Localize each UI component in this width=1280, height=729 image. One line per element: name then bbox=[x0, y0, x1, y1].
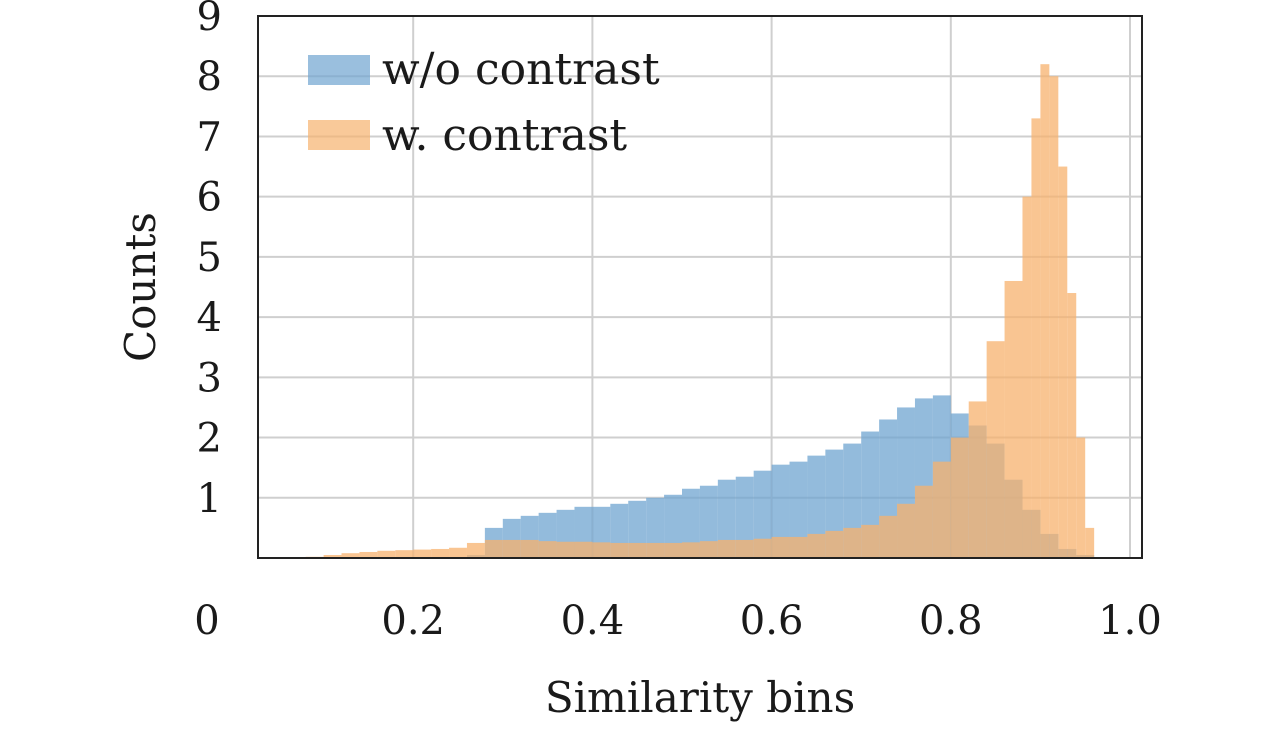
histogram-bar bbox=[789, 536, 808, 558]
legend-label-without-contrast: w/o contrast bbox=[382, 44, 660, 95]
series-with-contrast bbox=[305, 64, 1095, 559]
plot-area bbox=[305, 64, 1095, 559]
y-tick-label: 1 bbox=[197, 476, 222, 522]
histogram-bar bbox=[914, 485, 933, 558]
y-axis-title: Counts bbox=[116, 212, 165, 362]
histogram-bar bbox=[843, 527, 862, 558]
histogram-bar bbox=[807, 533, 826, 558]
histogram-bar bbox=[1004, 280, 1023, 558]
histogram-bar bbox=[753, 538, 772, 558]
x-tick-label: 0.6 bbox=[740, 598, 804, 644]
plot-frame bbox=[257, 15, 1143, 559]
histogram-bar bbox=[520, 539, 539, 558]
histogram-bar bbox=[628, 542, 647, 558]
histogram-bar bbox=[699, 485, 718, 558]
x-tick-label: 0 bbox=[194, 598, 219, 644]
x-axis-ticks: 0 0.2 0.4 0.6 0.8 1.0 bbox=[194, 598, 1162, 644]
histogram-bar bbox=[395, 550, 414, 558]
histogram-bar bbox=[789, 461, 808, 558]
legend-swatch-without-contrast bbox=[308, 55, 370, 85]
histogram-bar bbox=[1022, 196, 1032, 558]
y-tick-label: 8 bbox=[197, 54, 222, 100]
histogram-bar bbox=[825, 530, 844, 558]
histogram-bar bbox=[413, 549, 432, 558]
x-tick-label: 0.4 bbox=[561, 598, 625, 644]
x-tick-label: 0.2 bbox=[381, 598, 445, 644]
x-tick-label: 1.0 bbox=[1098, 598, 1162, 644]
y-tick-label: 7 bbox=[197, 114, 222, 160]
legend-swatch-with-contrast bbox=[308, 120, 370, 150]
histogram-bar bbox=[592, 542, 611, 558]
histogram-bar bbox=[735, 539, 754, 558]
y-tick-label: 3 bbox=[197, 355, 222, 401]
histogram-bar bbox=[717, 479, 736, 558]
histogram-bar bbox=[664, 542, 682, 558]
histogram-bar bbox=[646, 542, 665, 558]
histogram-bar bbox=[1040, 64, 1050, 558]
histogram-bar bbox=[664, 494, 682, 558]
histogram-bar bbox=[753, 470, 772, 558]
histogram-bar bbox=[502, 539, 521, 558]
histogram-bar bbox=[950, 437, 969, 558]
histogram-bar bbox=[682, 488, 700, 558]
histogram-bar bbox=[879, 515, 898, 558]
histogram-bar bbox=[449, 547, 467, 558]
histogram-bar bbox=[1049, 76, 1059, 558]
y-tick-label: 5 bbox=[197, 235, 222, 281]
histogram-bar bbox=[735, 476, 754, 558]
histogram-bar bbox=[431, 548, 450, 558]
histogram-bar bbox=[323, 554, 342, 558]
histogram-bar bbox=[932, 461, 951, 558]
x-tick-label: 0.8 bbox=[919, 598, 983, 644]
histogram-bar bbox=[538, 541, 557, 558]
histogram-bar bbox=[556, 541, 575, 558]
histogram-bar bbox=[771, 536, 790, 558]
legend-label-with-contrast: w. contrast bbox=[382, 110, 627, 161]
histogram-bar bbox=[699, 541, 718, 558]
histogram-bar bbox=[861, 524, 880, 558]
histogram-bar bbox=[986, 341, 1005, 558]
histogram-bar bbox=[484, 539, 503, 558]
histogram-bar bbox=[897, 503, 915, 558]
histogram-bar bbox=[341, 553, 360, 558]
histogram-bar bbox=[1031, 118, 1041, 558]
y-tick-label: 9 bbox=[197, 0, 222, 40]
histogram-bar bbox=[574, 541, 593, 558]
histogram-bar bbox=[807, 455, 826, 558]
legend: w/o contrast w. contrast bbox=[308, 44, 660, 161]
histogram-bar bbox=[1067, 293, 1077, 558]
y-tick-label: 4 bbox=[197, 295, 222, 341]
histogram-bar bbox=[717, 539, 736, 558]
histogram-bar bbox=[466, 542, 485, 558]
x-axis-title: Similarity bins bbox=[545, 673, 855, 722]
histogram-bar bbox=[1058, 166, 1068, 559]
histogram-bar bbox=[771, 464, 790, 558]
y-tick-label: 6 bbox=[197, 175, 222, 221]
histogram-bar bbox=[377, 550, 396, 558]
histogram-bar bbox=[1076, 437, 1086, 558]
histogram-bar bbox=[1085, 527, 1095, 558]
y-tick-label: 2 bbox=[197, 416, 222, 462]
histogram-bar bbox=[682, 542, 700, 558]
histogram-bar bbox=[610, 542, 629, 558]
histogram-bar bbox=[359, 551, 378, 558]
y-axis-ticks: 1 2 3 4 5 6 7 8 9 bbox=[197, 0, 222, 522]
histogram-bar bbox=[968, 401, 987, 558]
